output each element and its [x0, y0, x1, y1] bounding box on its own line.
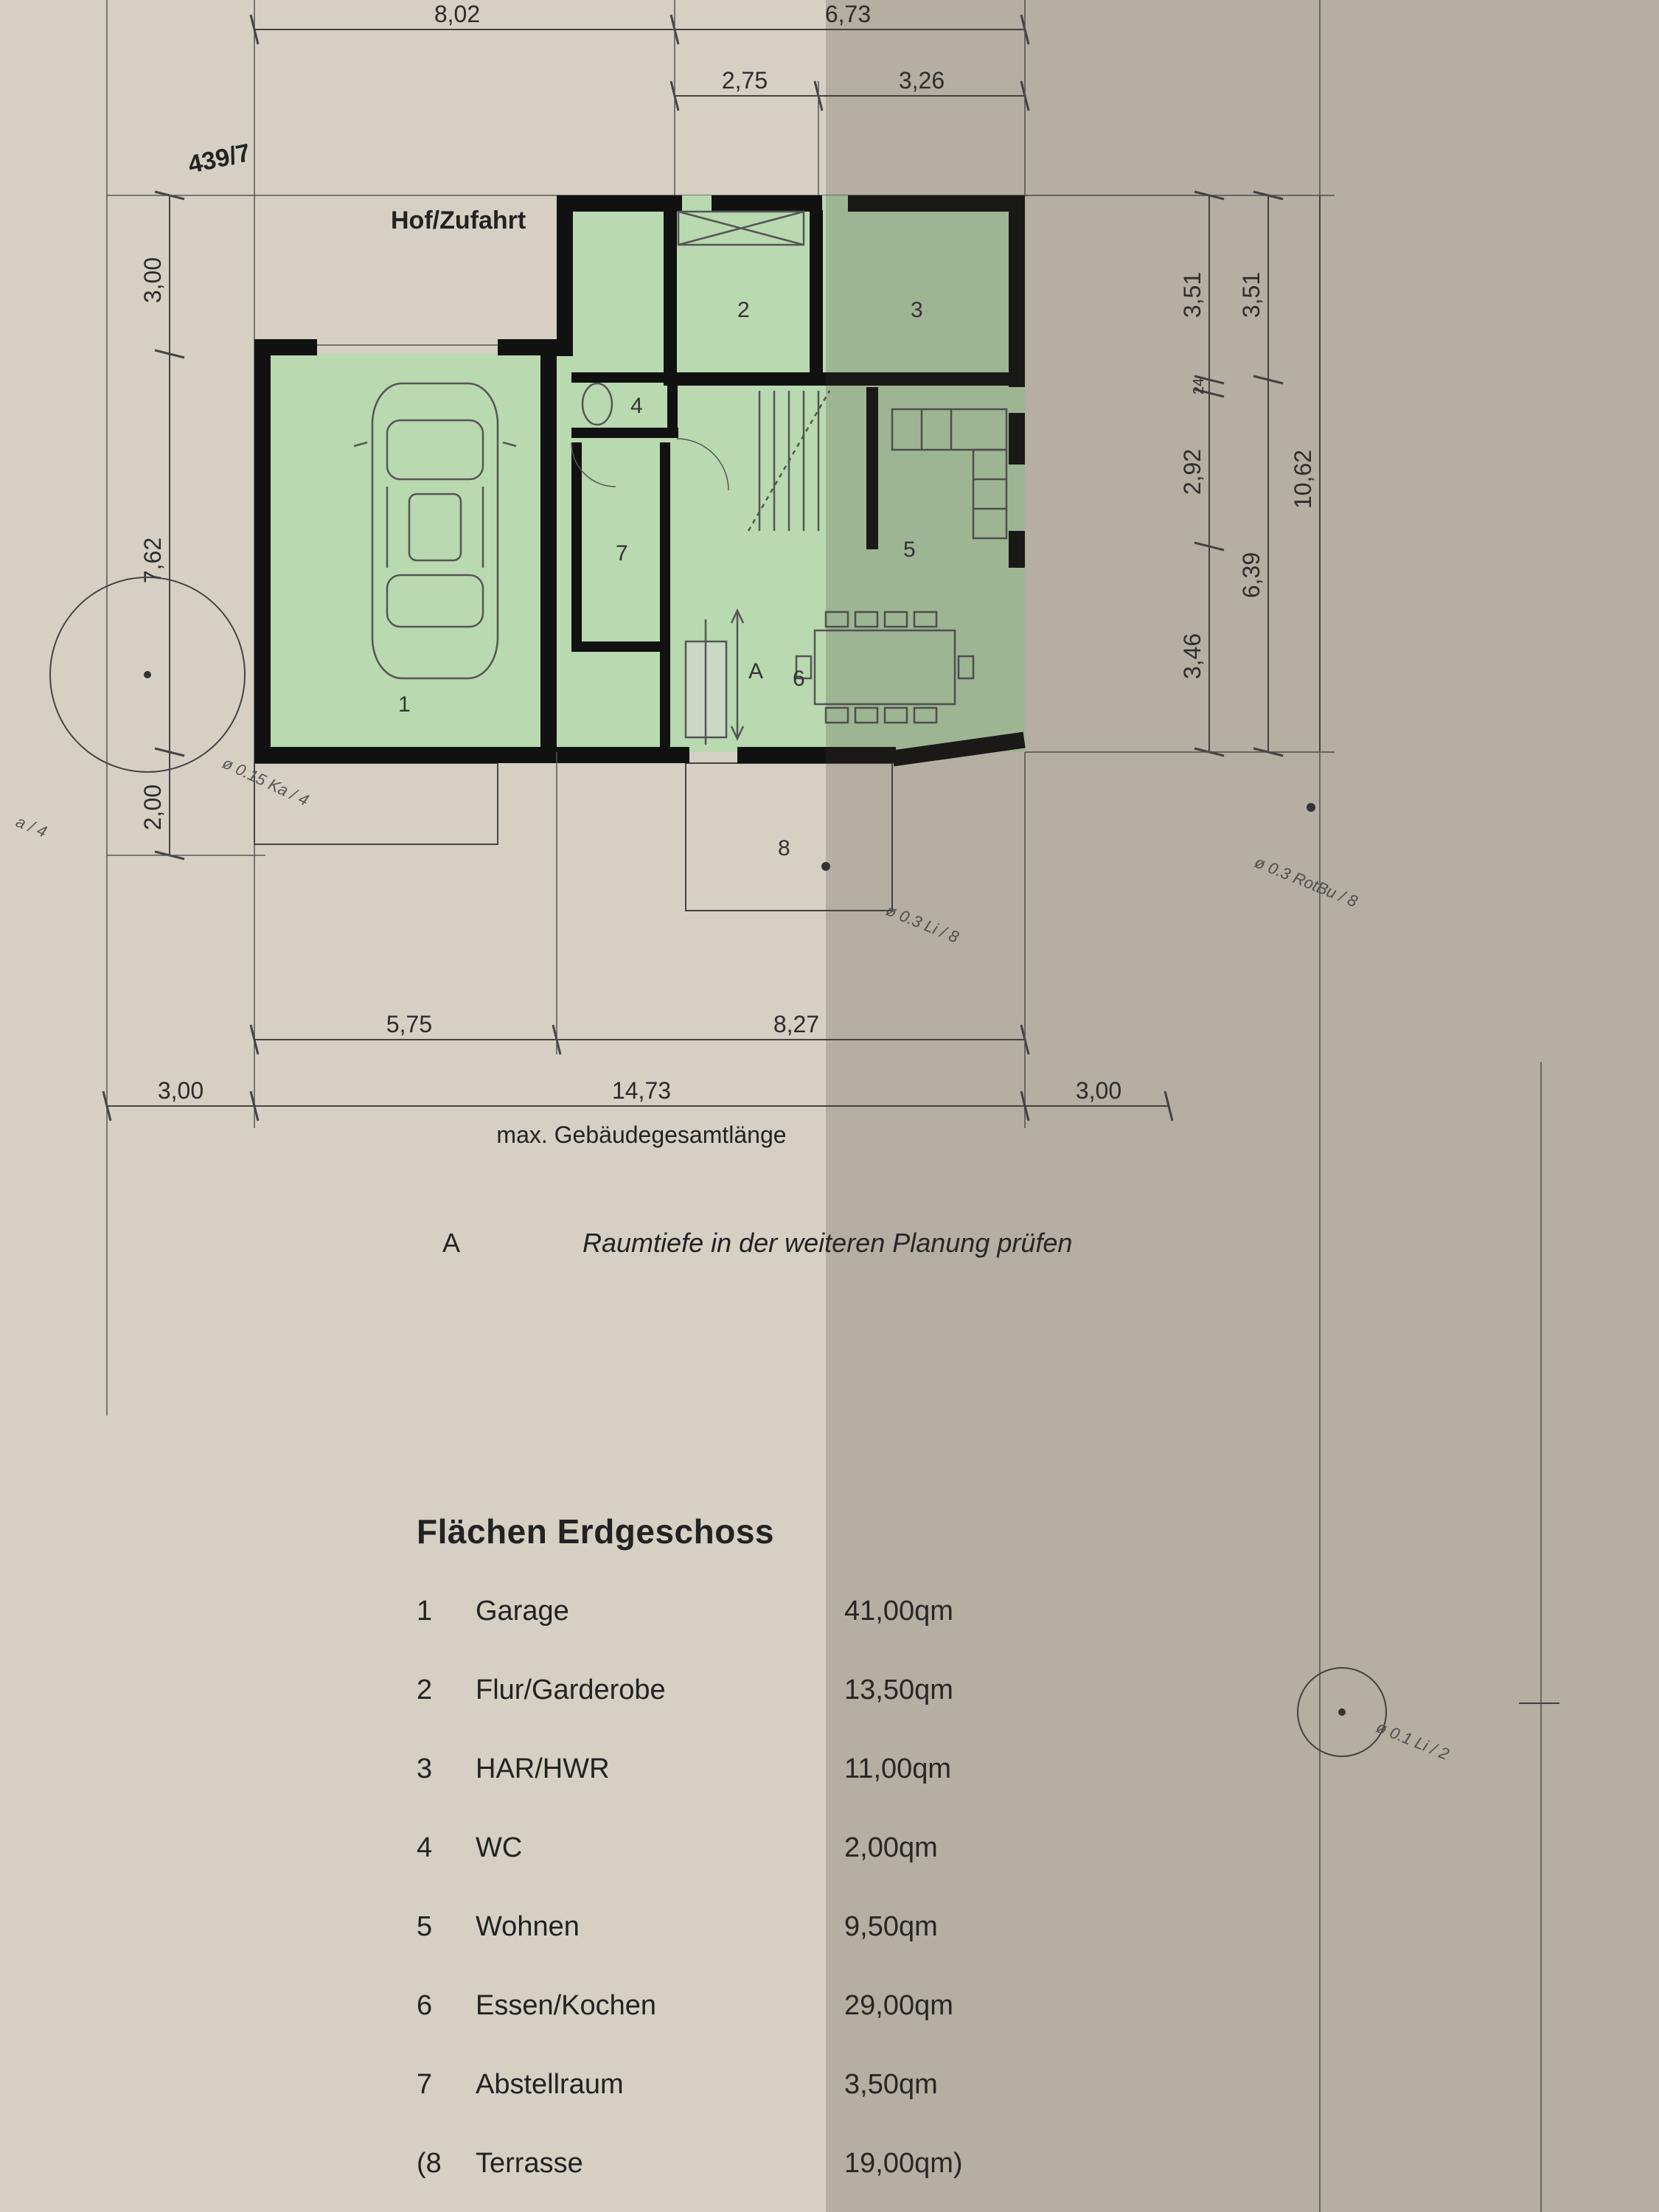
room-num-1: 1 — [398, 692, 411, 717]
max-length-label: max. Gebäudegesamtlänge — [496, 1121, 786, 1148]
dim-top-d: 3,26 — [899, 67, 945, 94]
room-num-8: 8 — [778, 836, 790, 860]
area-row: 3HAR/HWR11,00qm — [417, 1753, 1080, 1785]
dim-right-a: 3,51 — [1179, 272, 1206, 318]
dim-bottom-left-margin: 3,00 — [158, 1077, 204, 1104]
dim-right-gap: 24 — [1191, 378, 1207, 394]
room-index: 5 — [417, 1911, 476, 1943]
room-area: 11,00qm — [844, 1753, 1006, 1785]
tree-dot — [1307, 803, 1315, 812]
area-row: 6Essen/Kochen29,00qm — [417, 1990, 1080, 2022]
area-row: 1Garage41,00qm — [417, 1596, 1080, 1627]
room-index: 1 — [417, 1596, 476, 1627]
room-name: Wohnen — [476, 1911, 844, 1943]
room-index: 6 — [417, 1990, 476, 2022]
page: 8,02 6,73 2,75 3,26 3,00 7,62 2,00 439/7… — [0, 0, 1659, 2212]
room-name: WC — [476, 1832, 844, 1864]
area-row: 2Flur/Garderobe13,50qm — [417, 1674, 1080, 1706]
room-area: 2,00qm — [844, 1832, 1006, 1864]
dim-left-a: 3,00 — [139, 257, 166, 303]
dim-left-b: 7,62 — [139, 538, 166, 583]
room-name: Flur/Garderobe — [476, 1674, 844, 1706]
room-num-2: 2 — [737, 298, 750, 322]
tree-mid-label: ø 0.3 Li / 8 — [883, 900, 961, 946]
dim-left-c: 2,00 — [139, 785, 166, 830]
area-row: 7Abstellraum3,50qm — [417, 2069, 1080, 2101]
room-num-5: 5 — [903, 538, 916, 562]
area-row: 4WC2,00qm — [417, 1832, 1080, 1864]
dim-top-b: 6,73 — [825, 1, 871, 27]
room-num-7: 7 — [616, 541, 628, 566]
room-name: HAR/HWR — [476, 1753, 844, 1785]
note-row: A Raumtiefe in der weiteren Planung prüf… — [442, 1228, 1072, 1259]
driveway-label: Hof/Zufahrt — [391, 206, 526, 234]
room-index: (8 — [417, 2148, 476, 2180]
floor-fill — [254, 195, 1025, 752]
dim-bottom-a: 5,75 — [386, 1011, 432, 1037]
room-name: Abstellraum — [476, 2069, 844, 2101]
area-title: Flächen Erdgeschoss — [417, 1512, 1080, 1551]
room-num-3: 3 — [911, 298, 923, 322]
dim-bottom-b: 8,27 — [773, 1011, 819, 1037]
dim-right-c: 3,46 — [1179, 633, 1206, 679]
room-name: Garage — [476, 1596, 844, 1627]
area-row: 5Wohnen9,50qm — [417, 1911, 1080, 1943]
terrace-dot — [821, 862, 830, 871]
room-index: 3 — [417, 1753, 476, 1785]
edge-left-label: a / 4 — [13, 812, 49, 841]
room-num-6: 6 — [793, 667, 805, 691]
dim-right-big-b: 6,39 — [1238, 552, 1265, 598]
room-index: 2 — [417, 1674, 476, 1706]
room-area: 13,50qm — [844, 1674, 1006, 1706]
room-name: Terrasse — [476, 2148, 844, 2180]
tree-right-label: ø 0.3 RotBu / 8 — [1252, 852, 1360, 911]
dim-top-a: 8,02 — [434, 1, 480, 27]
room-index: 7 — [417, 2069, 476, 2101]
dim-right-a2: 3,51 — [1238, 272, 1265, 318]
room-area: 3,50qm — [844, 2069, 1006, 2101]
room-area: 9,50qm — [844, 1911, 1006, 1943]
room-index: 4 — [417, 1832, 476, 1864]
dim-bottom-right-margin: 3,00 — [1076, 1077, 1121, 1104]
dim-bottom-total: 14,73 — [612, 1077, 671, 1104]
parcel-number: 439/7 — [186, 139, 253, 179]
area-table: Flächen Erdgeschoss 1Garage41,00qm 2Flur/… — [417, 1512, 1080, 2212]
room-area: 29,00qm — [844, 1990, 1006, 2022]
room-name: Essen/Kochen — [476, 1990, 844, 2022]
room-area: 41,00qm — [844, 1596, 1006, 1627]
note-key: A — [442, 1228, 575, 1259]
note-text: Raumtiefe in der weiteren Planung prüfen — [582, 1228, 1072, 1258]
tree-bottom-label: ø 0.1 Li / 2 — [1374, 1717, 1452, 1763]
dim-top-c: 2,75 — [722, 67, 768, 94]
porch-outline — [254, 763, 498, 844]
note-marker-A: A — [748, 659, 763, 684]
area-row: (8Terrasse19,00qm) — [417, 2148, 1080, 2180]
dim-right-b: 2,92 — [1179, 449, 1206, 495]
room-area: 19,00qm) — [844, 2148, 1006, 2180]
dim-right-big-a: 10,62 — [1290, 450, 1316, 509]
room-num-4: 4 — [630, 394, 643, 418]
